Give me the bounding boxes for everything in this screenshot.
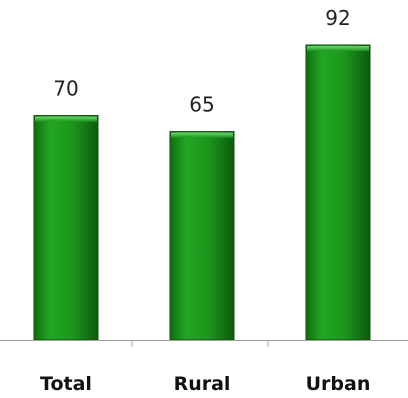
data-label-total: 70: [53, 77, 78, 101]
bar-cap-urban: [307, 46, 369, 51]
labels-group: 70 Total 65 Rural 92 Urban: [40, 6, 370, 395]
bars-group: [33, 44, 371, 341]
bar-rural: [169, 131, 235, 341]
bar-cap-total: [35, 116, 97, 122]
bar-urban: [305, 44, 371, 341]
data-label-urban: 92: [325, 6, 350, 30]
category-label-rural: Rural: [174, 373, 231, 395]
bar-total: [33, 115, 99, 341]
bar-cap-rural: [171, 132, 233, 138]
category-label-urban: Urban: [306, 373, 371, 395]
category-label-total: Total: [40, 373, 92, 395]
x-axis: [0, 340, 408, 347]
data-label-rural: 65: [189, 93, 214, 117]
